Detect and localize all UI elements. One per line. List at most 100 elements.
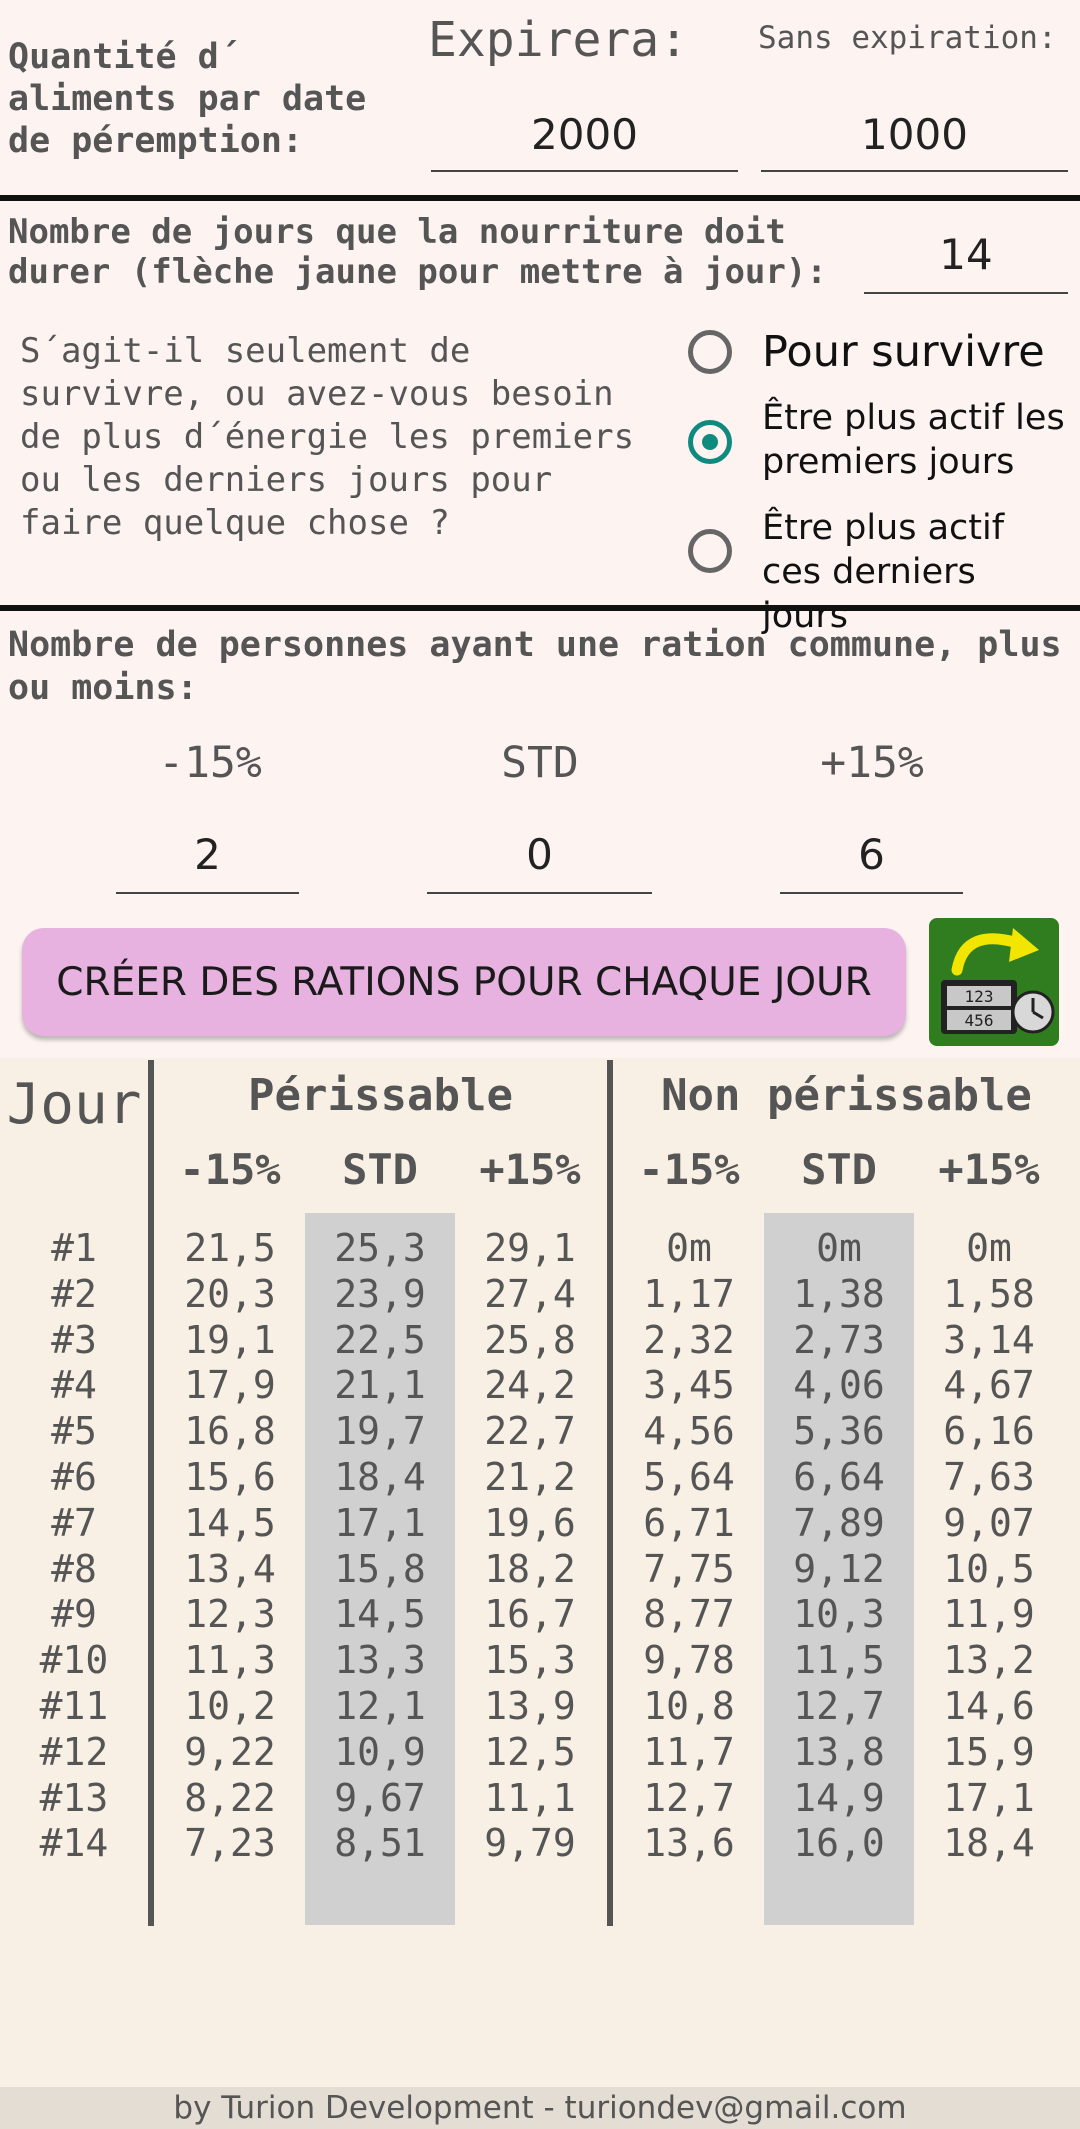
days-input[interactable]: 14 bbox=[864, 230, 1068, 294]
table-row: #14 7,23 8,51 9,79 13,6 16,0 18,4 bbox=[0, 1820, 1080, 1866]
expiry-label: Quantité d´ aliments par date de pérempt… bbox=[8, 37, 367, 161]
perishable-std-cell: 19,7 bbox=[334, 1409, 426, 1454]
table-row: #6 15,6 18,4 21,2 5,64 6,64 7,63 bbox=[0, 1454, 1080, 1500]
table-row: #8 13,4 15,8 18,2 7,75 9,12 10,5 bbox=[0, 1546, 1080, 1592]
perishable-minus-cell: 20,3 bbox=[184, 1271, 276, 1316]
people-minus-input[interactable]: 2 bbox=[116, 830, 299, 894]
perishable-std-cell: 18,4 bbox=[334, 1455, 426, 1499]
non-perishable-minus-cell: 4,56 bbox=[643, 1409, 735, 1454]
non-perishable-std-cell: 16,0 bbox=[793, 1821, 885, 1866]
perishable-minus-cell: 9,22 bbox=[184, 1729, 276, 1774]
perishable-minus-cell: 19,1 bbox=[184, 1317, 276, 1362]
day-cell: #14 bbox=[39, 1821, 109, 1866]
day-cell: #1 bbox=[51, 1226, 97, 1270]
non-perishable-plus-cell: 18,4 bbox=[943, 1821, 1035, 1866]
non-perishable-plus-cell: 7,63 bbox=[943, 1455, 1035, 1499]
non-perishable-minus-cell: 0m bbox=[666, 1226, 712, 1270]
day-cell: #12 bbox=[39, 1729, 109, 1774]
perishable-minus-cell: 8,22 bbox=[184, 1775, 276, 1820]
day-cell: #2 bbox=[51, 1271, 97, 1316]
non-perishable-std-cell: 2,73 bbox=[793, 1317, 885, 1362]
non-perishable-minus-header: -15% bbox=[638, 1145, 740, 1194]
non-perishable-minus-cell: 2,32 bbox=[643, 1317, 735, 1362]
option-survive-label[interactable]: Pour survivre bbox=[762, 327, 1045, 377]
perishable-std-cell: 10,9 bbox=[334, 1729, 426, 1774]
perishable-minus-cell: 12,3 bbox=[184, 1592, 276, 1637]
non-perishable-minus-cell: 5,64 bbox=[643, 1455, 735, 1499]
table-row: #12 9,22 10,9 12,5 11,7 13,8 15,9 bbox=[0, 1729, 1080, 1775]
non-perishable-std-cell: 13,8 bbox=[793, 1729, 885, 1774]
non-perishable-minus-cell: 1,17 bbox=[643, 1271, 735, 1316]
day-cell: #6 bbox=[51, 1455, 97, 1499]
non-perishable-minus-cell: 6,71 bbox=[643, 1500, 735, 1545]
radio-active-last-days[interactable] bbox=[688, 529, 732, 573]
non-perishable-std-cell: 6,64 bbox=[793, 1455, 885, 1499]
non-perishable-minus-cell: 13,6 bbox=[643, 1821, 735, 1866]
day-cell: #11 bbox=[39, 1684, 109, 1728]
non-perishable-std-cell: 5,36 bbox=[793, 1409, 885, 1454]
perishable-plus-cell: 16,7 bbox=[484, 1592, 576, 1637]
table-row: #3 19,1 22,5 25,8 2,32 2,73 3,14 bbox=[0, 1317, 1080, 1363]
non-perishable-plus-cell: 4,67 bbox=[943, 1363, 1035, 1408]
perishable-plus-cell: 13,9 bbox=[484, 1684, 576, 1728]
non-perishable-plus-cell: 9,07 bbox=[943, 1500, 1035, 1545]
days-label-line1: Nombre de jours que la nourriture doit bbox=[8, 212, 786, 252]
non-perishable-plus-cell: 11,9 bbox=[943, 1592, 1035, 1637]
days-label-line2: durer (flèche jaune pour mettre à jour): bbox=[8, 252, 827, 292]
perishable-std-cell: 14,5 bbox=[334, 1592, 426, 1637]
day-cell: #5 bbox=[51, 1409, 97, 1454]
non-perishable-minus-cell: 11,7 bbox=[643, 1729, 735, 1774]
perishable-std-cell: 13,3 bbox=[334, 1638, 426, 1683]
day-cell: #3 bbox=[51, 1317, 97, 1362]
perishable-minus-header: -15% bbox=[179, 1145, 281, 1194]
table-row: #7 14,5 17,1 19,6 6,71 7,89 9,07 bbox=[0, 1500, 1080, 1546]
perishable-header: Périssable bbox=[248, 1070, 513, 1121]
calendar-clock-refresh-icon[interactable]: 123 456 bbox=[929, 918, 1059, 1046]
perishable-plus-cell: 25,8 bbox=[484, 1317, 576, 1362]
perishable-minus-cell: 15,6 bbox=[184, 1455, 276, 1499]
non-perishable-plus-cell: 13,2 bbox=[943, 1638, 1035, 1683]
people-std-input[interactable]: 0 bbox=[427, 830, 652, 894]
option-active-last-days-label[interactable]: Être plus actif ces derniers jours bbox=[762, 508, 1005, 636]
non-perishable-header: Non périssable bbox=[661, 1070, 1032, 1121]
non-perishable-std-header: STD bbox=[801, 1145, 877, 1194]
non-perishable-minus-cell: 7,75 bbox=[643, 1546, 735, 1591]
radio-survive[interactable] bbox=[688, 330, 732, 374]
option-active-first-days-label[interactable]: Être plus actif les premiers jours bbox=[762, 398, 1065, 482]
expires-quantity-input[interactable]: 2000 bbox=[431, 110, 738, 172]
perishable-std-cell: 25,3 bbox=[334, 1226, 426, 1270]
non-perishable-plus-cell: 10,5 bbox=[943, 1546, 1035, 1591]
day-cell: #10 bbox=[39, 1638, 109, 1683]
table-divider bbox=[148, 1060, 154, 1926]
no-expiry-quantity-input[interactable]: 1000 bbox=[761, 110, 1068, 172]
day-cell: #8 bbox=[51, 1546, 97, 1591]
perishable-plus-cell: 29,1 bbox=[484, 1226, 576, 1270]
non-perishable-plus-cell: 15,9 bbox=[943, 1729, 1035, 1774]
std-perishable-highlight bbox=[305, 1213, 455, 1925]
perishable-minus-cell: 7,23 bbox=[184, 1821, 276, 1866]
no-expiry-label: Sans expiration: bbox=[758, 20, 1057, 56]
perishable-std-cell: 23,9 bbox=[334, 1271, 426, 1316]
perishable-plus-cell: 21,2 bbox=[484, 1455, 576, 1499]
non-perishable-std-cell: 4,06 bbox=[793, 1363, 885, 1408]
perishable-minus-cell: 13,4 bbox=[184, 1546, 276, 1591]
footer-credit: by Turion Development - turiondev@gmail.… bbox=[0, 2087, 1080, 2129]
non-perishable-plus-cell: 1,58 bbox=[943, 1271, 1035, 1316]
people-plus-input[interactable]: 6 bbox=[780, 830, 963, 894]
create-rations-button[interactable]: CRÉER DES RATIONS POUR CHAQUE JOUR bbox=[22, 928, 906, 1036]
day-cell: #13 bbox=[39, 1775, 109, 1820]
non-perishable-std-cell: 1,38 bbox=[793, 1271, 885, 1316]
std-non-perishable-highlight bbox=[764, 1213, 914, 1925]
perishable-minus-cell: 14,5 bbox=[184, 1500, 276, 1545]
non-perishable-std-cell: 11,5 bbox=[793, 1638, 885, 1683]
perishable-plus-cell: 24,2 bbox=[484, 1363, 576, 1408]
non-perishable-plus-cell: 17,1 bbox=[943, 1775, 1035, 1820]
settings-panel bbox=[0, 0, 1080, 1058]
svg-text:456: 456 bbox=[965, 1011, 994, 1030]
radio-active-first-days[interactable] bbox=[688, 420, 732, 464]
people-label: Nombre de personnes ayant une ration com… bbox=[8, 625, 1062, 708]
perishable-std-cell: 22,5 bbox=[334, 1317, 426, 1362]
perishable-std-cell: 8,51 bbox=[334, 1821, 426, 1866]
perishable-plus-cell: 22,7 bbox=[484, 1409, 576, 1454]
non-perishable-minus-cell: 9,78 bbox=[643, 1638, 735, 1683]
